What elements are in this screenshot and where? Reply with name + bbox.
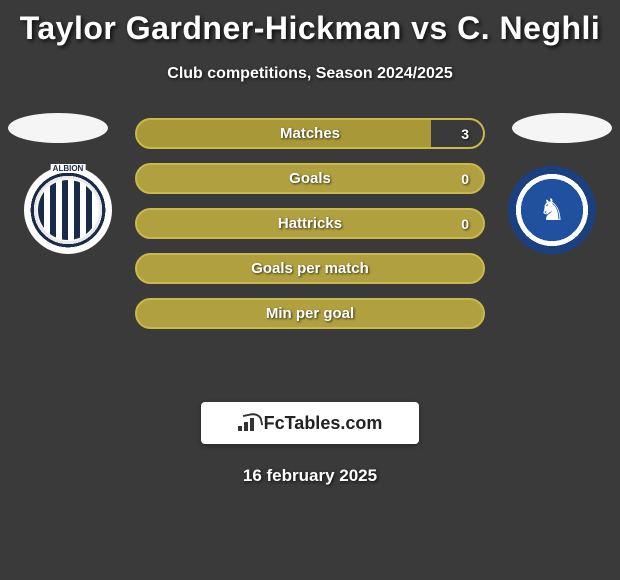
comparison-layout: ♞ Matches 3 Goals 0 Hattricks 0 Goals pe… [0,118,620,378]
albion-stripes-icon [38,180,98,240]
stat-label: Min per goal [266,305,354,322]
stat-label: Matches [280,125,340,142]
brand-badge[interactable]: FcTables.com [201,402,419,444]
stat-value-right: 0 [461,216,469,232]
stat-row-matches: Matches 3 [135,118,485,149]
stat-row-goals-per-match: Goals per match [135,253,485,284]
stats-list: Matches 3 Goals 0 Hattricks 0 Goals per … [135,118,485,329]
brand-text: FcTables.com [264,413,383,434]
stat-label: Hattricks [278,215,342,232]
stat-value-right: 3 [461,126,469,142]
stat-row-goals: Goals 0 [135,163,485,194]
stat-row-min-per-goal: Min per goal [135,298,485,329]
stat-label: Goals per match [251,260,369,277]
date-text: 16 february 2025 [0,466,620,486]
millwall-lion-icon: ♞ [527,185,577,235]
stat-label: Goals [289,170,331,187]
page-title: Taylor Gardner-Hickman vs C. Neghli [0,0,620,47]
player-photo-right [512,113,612,143]
player-photo-left [8,113,108,143]
club-crest-right: ♞ [508,166,596,254]
stat-row-hattricks: Hattricks 0 [135,208,485,239]
club-crest-left [24,166,112,254]
stat-value-right: 0 [461,171,469,187]
subtitle: Club competitions, Season 2024/2025 [0,65,620,83]
chart-icon [238,415,260,431]
